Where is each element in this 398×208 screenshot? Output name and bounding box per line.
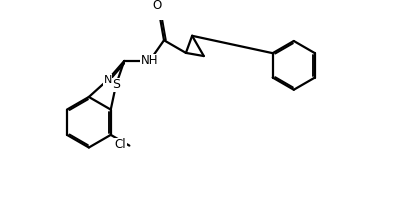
Text: Cl: Cl <box>115 138 126 151</box>
Text: NH: NH <box>141 54 158 67</box>
Text: N: N <box>103 75 112 85</box>
Text: O: O <box>152 0 162 12</box>
Text: S: S <box>112 78 120 91</box>
